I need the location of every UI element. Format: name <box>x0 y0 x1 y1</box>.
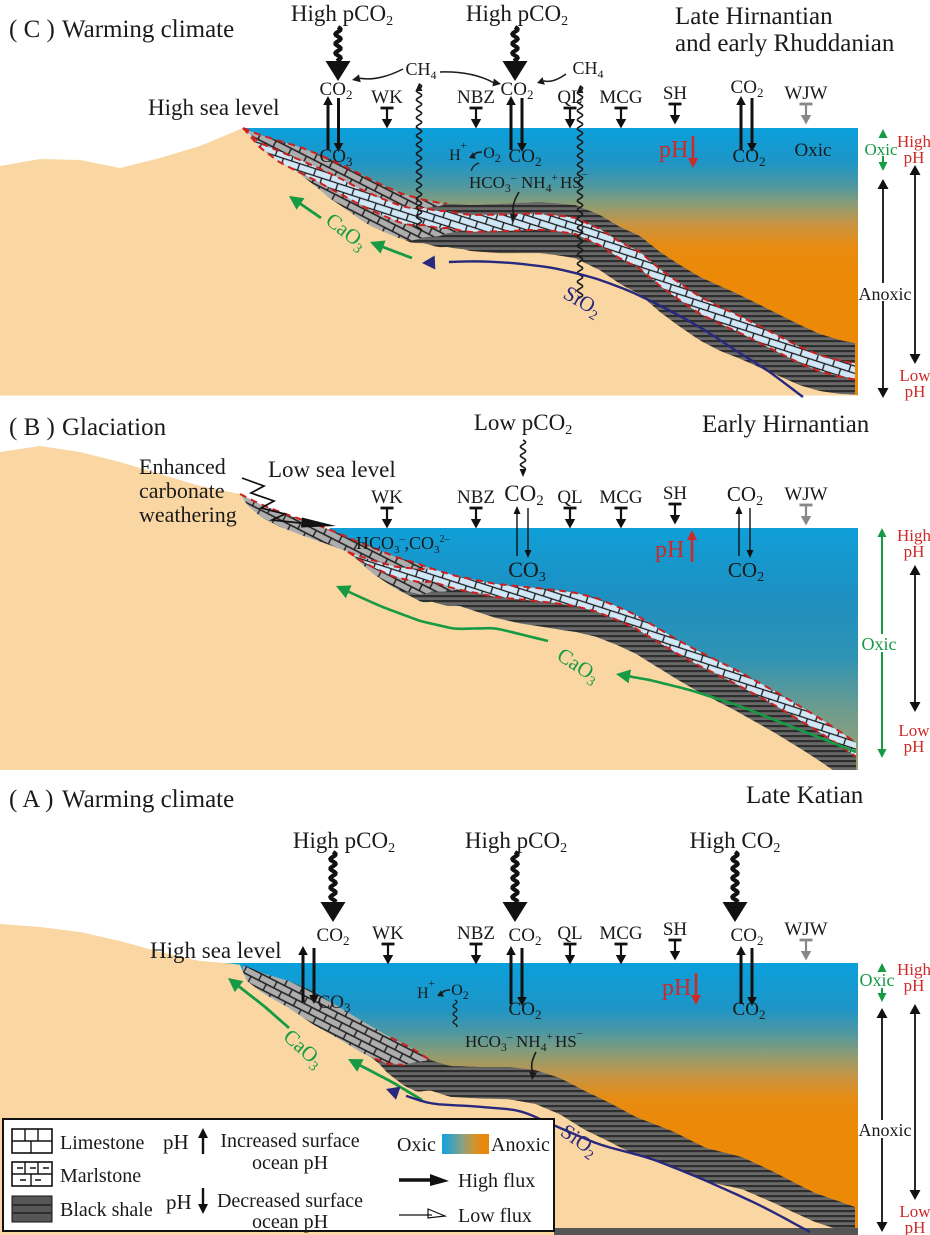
svg-text:SH: SH <box>663 483 688 504</box>
svg-text:Increased surface: Increased surface <box>220 1130 359 1152</box>
svg-text:High pCO2: High pCO2 <box>291 1 393 29</box>
svg-text:pH: pH <box>662 975 691 1001</box>
svg-text:QL: QL <box>557 487 582 508</box>
svg-text:pH: pH <box>905 382 926 401</box>
svg-text:Low: Low <box>899 366 930 385</box>
svg-text:Black shale: Black shale <box>60 1199 153 1221</box>
svg-text:Oxic: Oxic <box>397 1134 436 1156</box>
svg-text:NBZ: NBZ <box>457 923 495 944</box>
svg-text:pH: pH <box>163 1130 189 1154</box>
svg-text:CO3: CO3 <box>320 146 353 169</box>
svg-text:CH4: CH4 <box>572 58 603 81</box>
svg-text:Enhanced: Enhanced <box>139 454 226 479</box>
svg-text:CO2: CO2 <box>320 79 353 102</box>
svg-text:WK: WK <box>371 487 403 508</box>
svg-text:Low: Low <box>898 721 930 740</box>
svg-text:MCG: MCG <box>599 87 643 108</box>
svg-text:Low pCO2: Low pCO2 <box>474 410 572 438</box>
svg-text:CO2: CO2 <box>317 925 350 948</box>
svg-text:High CO2: High CO2 <box>690 828 781 856</box>
svg-text:ocean pH: ocean pH <box>252 1152 328 1174</box>
svg-text:Early Hirnantian: Early Hirnantian <box>702 411 870 438</box>
svg-text:( C ): ( C ) <box>9 16 55 43</box>
svg-text:carbonate: carbonate <box>139 478 225 503</box>
svg-text:CO3: CO3 <box>318 992 351 1015</box>
svg-text:SH: SH <box>663 83 688 104</box>
svg-text:Warming climate: Warming climate <box>62 786 234 813</box>
svg-text:and early Rhuddanian: and early Rhuddanian <box>675 30 895 57</box>
svg-text:pH: pH <box>904 976 925 995</box>
svg-text:CO2: CO2 <box>501 79 534 102</box>
svg-text:Oxic: Oxic <box>864 140 898 159</box>
svg-text:( B ): ( B ) <box>9 414 55 441</box>
svg-text:CO2: CO2 <box>509 925 542 948</box>
svg-text:WJW: WJW <box>784 484 827 505</box>
svg-text:weathering: weathering <box>139 502 237 527</box>
svg-text:Late Hirnantian: Late Hirnantian <box>675 3 833 30</box>
svg-text:QL: QL <box>557 923 582 944</box>
svg-text:Warming climate: Warming climate <box>62 16 234 43</box>
svg-text:Late Katian: Late Katian <box>746 782 864 809</box>
svg-text:NBZ: NBZ <box>457 487 495 508</box>
svg-text:Oxic: Oxic <box>860 970 895 990</box>
svg-text:pH: pH <box>904 542 925 561</box>
svg-text:CO2: CO2 <box>733 146 766 169</box>
svg-text:CH4: CH4 <box>405 59 436 82</box>
svg-text:Oxic: Oxic <box>795 140 832 161</box>
svg-text:Limestone: Limestone <box>60 1132 145 1154</box>
svg-text:High: High <box>897 526 930 545</box>
svg-text:pH: pH <box>905 1218 926 1235</box>
svg-text:Low: Low <box>899 1202 930 1221</box>
svg-text:CO2: CO2 <box>509 146 542 169</box>
svg-text:WJW: WJW <box>784 919 827 940</box>
svg-text:Decreased surface: Decreased surface <box>217 1190 363 1212</box>
svg-text:pH: pH <box>659 137 688 163</box>
svg-text:High flux: High flux <box>458 1170 535 1192</box>
svg-text:WJW: WJW <box>784 83 827 104</box>
svg-text:Low flux: Low flux <box>458 1205 532 1227</box>
svg-text:High sea level: High sea level <box>148 95 280 120</box>
svg-text:CO2: CO2 <box>509 999 542 1022</box>
svg-text:High pCO2: High pCO2 <box>466 1 568 29</box>
svg-text:High: High <box>897 960 930 979</box>
svg-text:pH: pH <box>655 537 684 563</box>
svg-text:Glaciation: Glaciation <box>62 414 167 441</box>
svg-text:WK: WK <box>372 923 404 944</box>
svg-text:High pCO2: High pCO2 <box>293 828 395 856</box>
svg-text:WK: WK <box>371 87 403 108</box>
svg-text:QL: QL <box>557 87 582 108</box>
svg-text:NBZ: NBZ <box>457 87 495 108</box>
svg-text:Low sea level: Low sea level <box>268 457 396 482</box>
svg-text:HCO3–,CO32–: HCO3–,CO32– <box>356 533 451 556</box>
svg-text:Marlstone: Marlstone <box>60 1165 141 1187</box>
svg-text:pH: pH <box>904 148 925 167</box>
svg-text:CO2: CO2 <box>731 925 764 948</box>
svg-text:SH: SH <box>663 919 688 940</box>
svg-text:High: High <box>897 132 930 151</box>
svg-text:( A ): ( A ) <box>9 786 53 813</box>
svg-text:MCG: MCG <box>599 487 643 508</box>
svg-text:CO2: CO2 <box>733 999 766 1022</box>
svg-text:Anoxic: Anoxic <box>859 284 912 304</box>
svg-text:MCG: MCG <box>599 923 643 944</box>
svg-text:CO2: CO2 <box>731 77 764 100</box>
svg-text:ocean pH: ocean pH <box>252 1211 328 1233</box>
svg-text:Anoxic: Anoxic <box>859 1120 912 1140</box>
svg-text:pH: pH <box>904 737 925 756</box>
svg-text:High sea level: High sea level <box>150 938 282 963</box>
svg-text:Anoxic: Anoxic <box>491 1134 550 1156</box>
svg-text:Oxic: Oxic <box>862 634 897 654</box>
svg-text:pH: pH <box>166 1190 192 1214</box>
